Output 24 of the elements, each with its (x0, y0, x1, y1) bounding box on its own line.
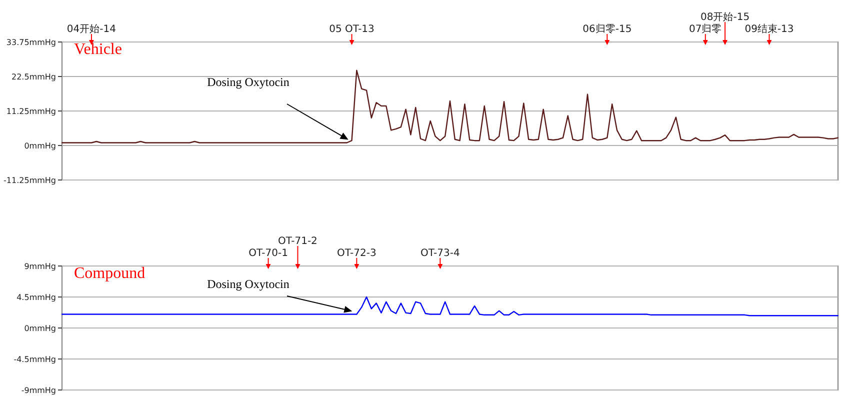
x-tick-label: 08开始-15 (700, 12, 750, 23)
x-tick-label: OT-73-4 (420, 248, 460, 259)
y-tick-label: -9mmHg (21, 386, 56, 395)
x-tick-label: 09结束-13 (744, 23, 794, 35)
x-tick-label: OT-72-3 (336, 248, 376, 259)
x-tick-label: OT-71-2 (278, 236, 318, 247)
x-tick-label: 07归零 (689, 23, 722, 35)
x-tick-label: 05 OT-13 (329, 24, 374, 35)
y-tick-label: 22.5mmHg (12, 72, 56, 82)
y-tick-label: 9mmHg (24, 262, 56, 271)
annotation: Dosing Oxytocin (207, 277, 290, 291)
y-tick-label: 0mmHg (24, 324, 56, 333)
x-tick-label: 04开始-14 (66, 24, 116, 35)
y-tick-label: 11.25mmHg (6, 107, 56, 116)
x-tick-label: 06归零-15 (582, 23, 632, 35)
y-tick-label: 33.75mmHg (6, 38, 56, 47)
chart-title: Vehicle (74, 41, 122, 58)
y-tick-label: 4.5mmHg (16, 293, 56, 302)
y-tick-label: -11.25mmHg (4, 176, 56, 185)
x-tick-label: OT-70-1 (248, 248, 288, 259)
annotation: Dosing Oxytocin (207, 75, 290, 89)
y-tick-label: -4.5mmHg (14, 355, 56, 364)
y-tick-label: 0mmHg (24, 142, 56, 150)
chart-title: Compound (74, 265, 146, 282)
